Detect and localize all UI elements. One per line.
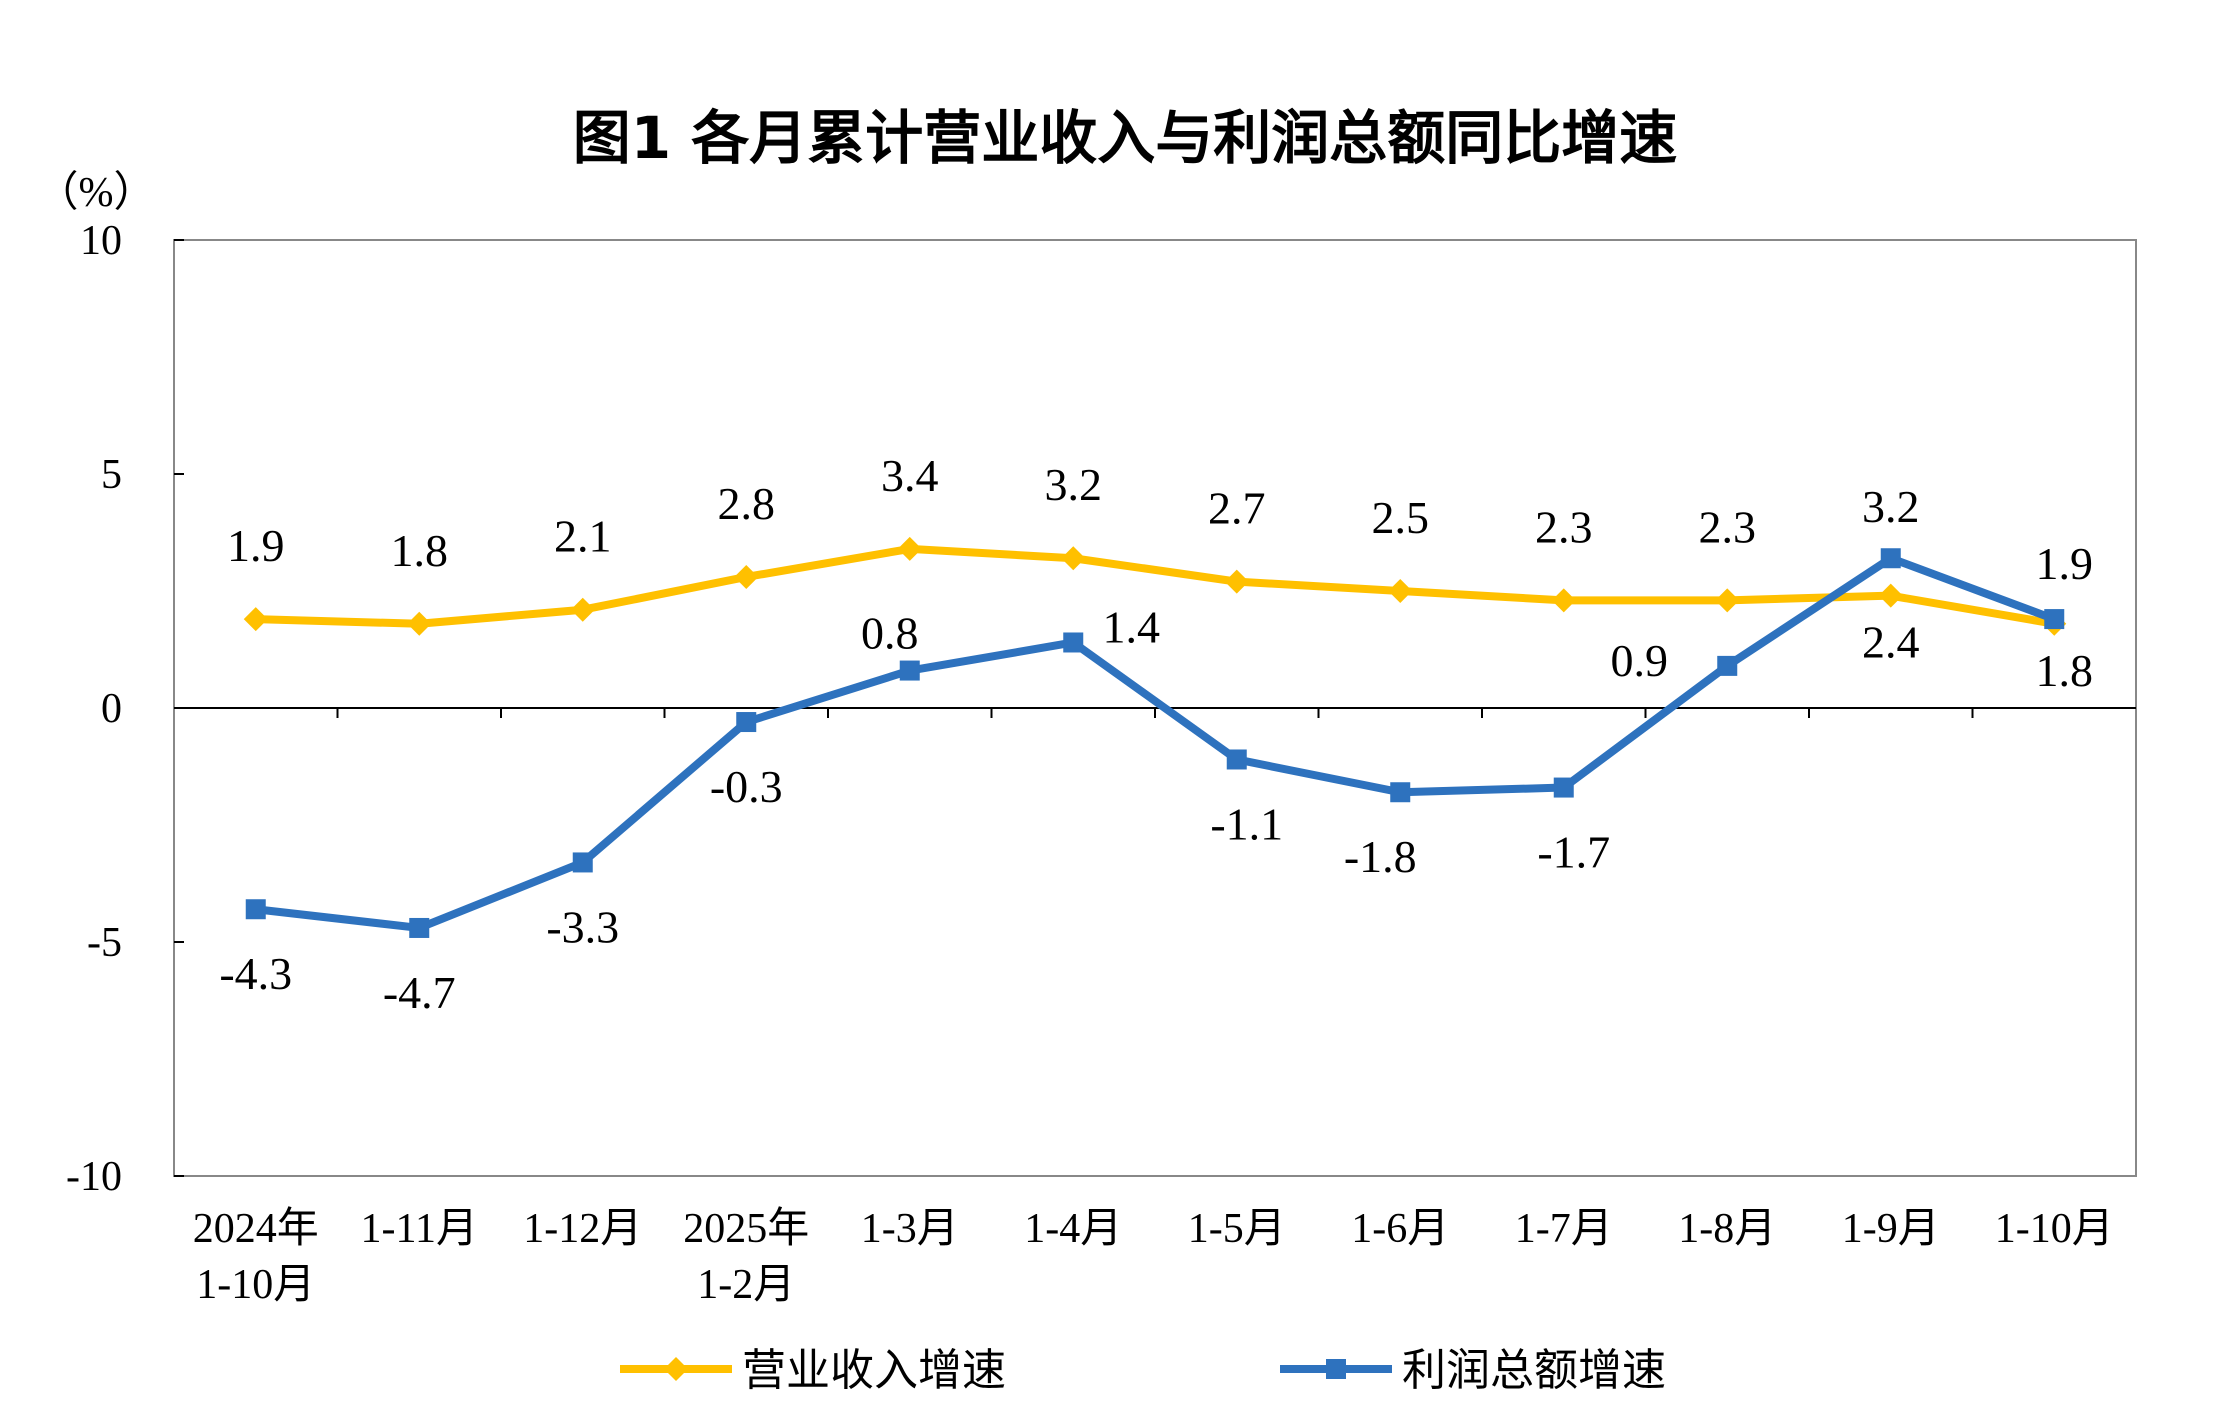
y-tick-label: 5 — [101, 452, 122, 498]
data-label: -3.3 — [546, 901, 619, 952]
data-label: 1.9 — [2036, 538, 2094, 589]
data-label: 3.4 — [881, 450, 939, 501]
data-point-square — [1553, 777, 1574, 798]
x-tick-label: 2025年 — [683, 1205, 809, 1252]
y-tick-label: -10 — [66, 1154, 122, 1200]
data-label: 1.9 — [227, 520, 285, 571]
x-tick-label: 1-9月 — [1842, 1206, 1940, 1252]
x-tick-label: 1-5月 — [1188, 1206, 1286, 1252]
data-label: 0.9 — [1611, 635, 1669, 686]
data-label: 1.4 — [1103, 601, 1161, 652]
x-tick-label: 2024年 — [193, 1205, 319, 1252]
data-point-diamond — [407, 611, 432, 636]
data-label: 2.5 — [1372, 492, 1430, 543]
x-tick-label: 1-3月 — [861, 1206, 959, 1252]
y-tick-label: -5 — [87, 920, 122, 966]
data-label: 1.8 — [2036, 645, 2094, 696]
data-label: 2.7 — [1208, 483, 1266, 534]
data-point-square — [1717, 655, 1738, 676]
data-label: -4.7 — [383, 967, 456, 1018]
data-point-diamond — [897, 536, 922, 561]
data-point-diamond — [1715, 588, 1740, 613]
data-point-square — [1880, 548, 1901, 569]
data-point-diamond — [1061, 546, 1086, 571]
data-point-square — [2044, 609, 2065, 630]
legend-diamond-icon — [664, 1357, 688, 1381]
data-label: 2.4 — [1862, 617, 1920, 668]
x-tick-label: 1-12月 — [523, 1206, 642, 1252]
data-point-diamond — [1878, 583, 1903, 608]
chart-title: 图1 各月累计营业收入与利润总额同比增速 — [573, 104, 1678, 172]
x-tick-label: 1-10月 — [1995, 1206, 2114, 1252]
legend-label: 营业收入增速 — [742, 1345, 1006, 1396]
x-tick-label: 1-8月 — [1678, 1206, 1776, 1252]
series-line — [255, 554, 2056, 932]
data-point-square — [736, 712, 757, 733]
data-point-diamond — [243, 607, 268, 632]
data-point-diamond — [570, 597, 595, 622]
data-label: 2.3 — [1699, 501, 1757, 552]
series-profit-growth: -4.3 -4.7 -3.3 -0.3 0.8 1.4 -1.1 -1.8 -1.7 0.9 3.2… — [219, 481, 2093, 1018]
x-tick-label: 1-4月 — [1024, 1206, 1122, 1252]
data-label: -1.8 — [1344, 831, 1417, 882]
data-point-square — [409, 917, 430, 938]
x-tick-label: 1-11月 — [361, 1206, 478, 1252]
data-point-diamond — [1224, 569, 1249, 594]
data-point-diamond — [1551, 588, 1576, 613]
data-point-square — [1390, 782, 1411, 803]
y-axis-label: （%） — [37, 170, 156, 216]
x-tick-label: 1-10月 — [196, 1262, 315, 1308]
legend-square-icon — [1326, 1359, 1346, 1379]
data-label: -0.3 — [710, 761, 783, 812]
x-tick-label: 1-2月 — [697, 1262, 795, 1308]
data-point-square — [245, 899, 266, 920]
series-line — [255, 544, 2055, 628]
legend: 营业收入增速 利润总额增速 — [620, 1345, 1666, 1396]
data-label: -4.3 — [219, 948, 292, 999]
x-tick-label: 1-6月 — [1351, 1206, 1449, 1252]
data-point-diamond — [1388, 579, 1413, 603]
data-label: 1.8 — [391, 525, 449, 576]
data-label: -1.1 — [1210, 798, 1283, 849]
data-label: 2.8 — [718, 478, 776, 529]
y-tick-label: 10 — [80, 218, 122, 264]
data-label: -1.7 — [1537, 827, 1610, 878]
y-tick-label: 0 — [101, 686, 122, 732]
data-point-square — [572, 852, 593, 873]
data-label: 3.2 — [1045, 459, 1103, 510]
data-label: 3.2 — [1862, 481, 1920, 532]
series-revenue-growth: 1.9 1.8 2.1 2.8 3.4 3.2 2.7 2.5 2.3 2.3 2.4 1.8 — [227, 450, 2093, 696]
legend-label: 利润总额增速 — [1402, 1345, 1666, 1396]
data-point-square — [1226, 749, 1247, 770]
x-tick-label: 1-7月 — [1515, 1206, 1613, 1252]
data-point-diamond — [734, 564, 759, 589]
data-label: 2.3 — [1535, 501, 1593, 552]
data-label: 2.1 — [554, 511, 612, 562]
data-point-square — [899, 660, 920, 681]
data-label: 0.8 — [861, 608, 919, 659]
data-point-square — [1063, 632, 1084, 653]
